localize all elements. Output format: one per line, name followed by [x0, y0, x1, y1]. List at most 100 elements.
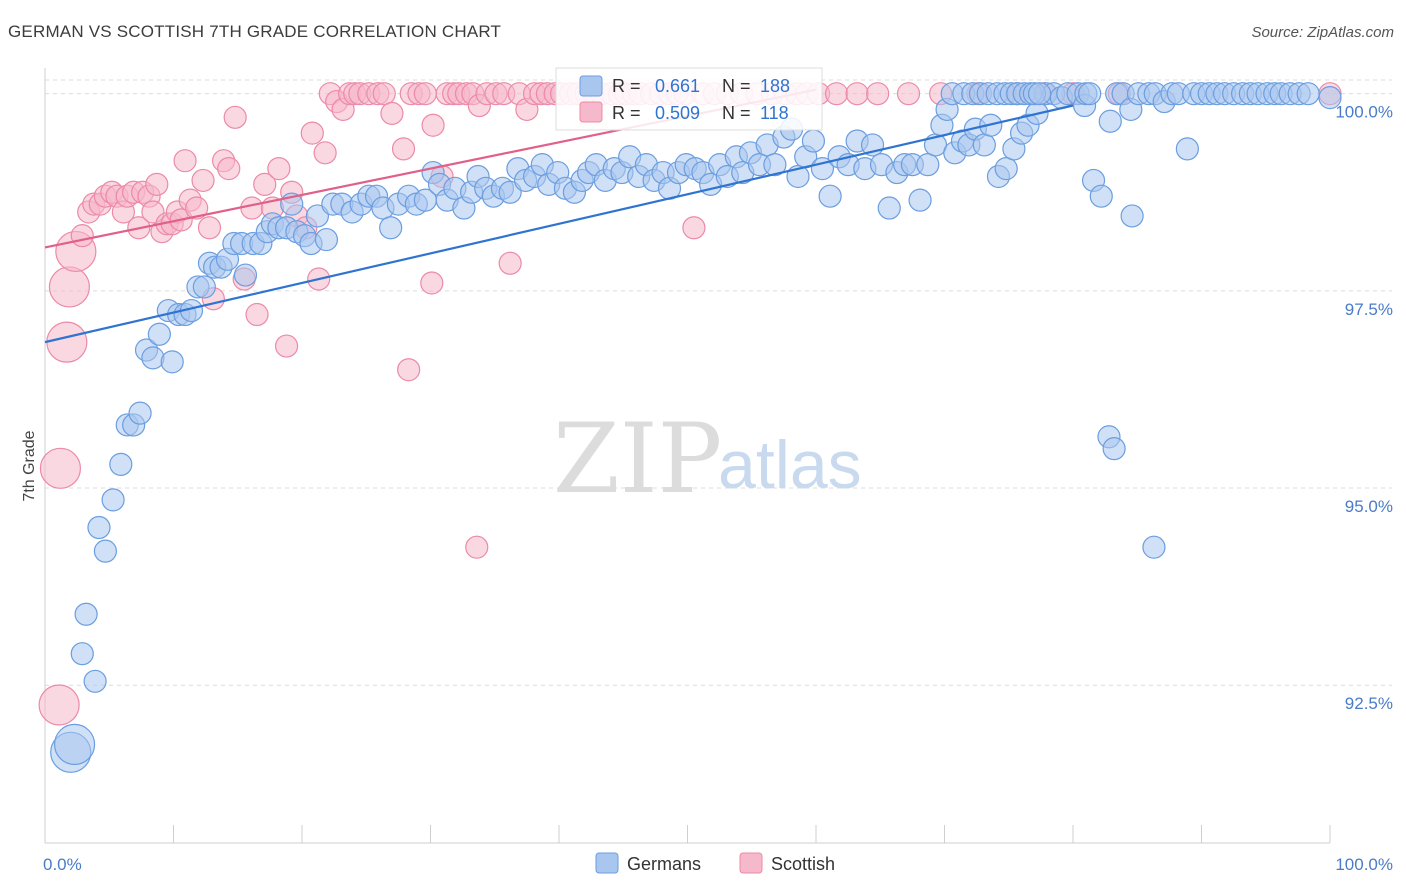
scottish-point	[372, 82, 396, 106]
scottish-r-label: R =	[612, 103, 641, 123]
german-point	[877, 196, 901, 220]
scottish-legend-label: Scottish	[771, 854, 835, 874]
german-point	[1102, 437, 1126, 461]
scottish-point	[267, 156, 291, 181]
scottish-point	[217, 156, 241, 181]
scottish-point	[845, 82, 869, 106]
scottish-point	[274, 334, 299, 358]
x-tick-label-max: 100.0%	[1335, 855, 1393, 874]
scottish-point	[313, 141, 337, 165]
german-point	[87, 515, 111, 540]
german-point	[1089, 184, 1113, 208]
german-point	[101, 488, 125, 512]
scottish-point	[420, 271, 444, 295]
scottish-point	[223, 105, 247, 129]
scottish-point	[145, 172, 169, 196]
german-point	[83, 669, 107, 693]
y-tick-label: 100.0%	[1335, 103, 1393, 122]
german-n-label: N =	[722, 76, 751, 96]
germans-legend-swatch	[595, 852, 619, 874]
german-point	[70, 642, 94, 666]
watermark-atlas: atlas	[718, 427, 862, 503]
german-point	[160, 350, 184, 374]
german-point	[810, 156, 835, 181]
german-point	[1318, 86, 1342, 110]
german-point	[93, 539, 117, 563]
series-legend: Germans Scottish	[595, 852, 835, 874]
german-point	[141, 346, 165, 370]
scottish-point	[380, 101, 404, 125]
german-point	[233, 263, 258, 287]
scottish-r-value: 0.509	[655, 103, 700, 123]
scottish-point	[300, 121, 324, 145]
german-point	[109, 452, 133, 476]
y-tick-labels: 92.5% 95.0% 97.5% 100.0%	[1335, 103, 1393, 714]
german-point	[818, 184, 842, 208]
scottish-point	[253, 172, 277, 196]
scottish-point	[465, 535, 489, 559]
german-point	[53, 723, 96, 766]
scottish-point	[245, 302, 269, 327]
scottish-point	[197, 216, 222, 240]
german-point	[498, 180, 522, 204]
scottish-point	[866, 82, 890, 106]
german-n-value: 188	[760, 76, 790, 96]
scottish-n-label: N =	[722, 103, 751, 123]
stats-legend: R = 0.661 N = 188 R = 0.509 N = 118	[555, 67, 823, 131]
source-label: Source: ZipAtlas.com	[1251, 24, 1394, 41]
german-point	[74, 602, 98, 626]
german-r-label: R =	[612, 76, 641, 96]
german-point	[1098, 109, 1122, 133]
german-point	[314, 227, 339, 252]
german-series	[50, 82, 1342, 773]
german-r-value: 0.661	[655, 76, 700, 96]
x-tick-label-min: 0.0%	[43, 855, 82, 874]
watermark-zip: ZIP	[553, 403, 722, 515]
scottish-point	[240, 196, 264, 220]
scottish-n-value: 118	[760, 103, 789, 123]
german-point	[908, 188, 932, 212]
german-point	[1120, 204, 1144, 228]
german-point	[1175, 137, 1199, 161]
scottish-point	[682, 216, 706, 240]
german-point	[801, 129, 826, 153]
scottish-point	[824, 82, 849, 106]
scottish-point	[70, 224, 94, 248]
german-point	[379, 216, 403, 240]
scottish-point	[413, 82, 437, 106]
german-point	[128, 401, 152, 425]
scottish-point	[191, 168, 215, 193]
german-point	[763, 153, 787, 177]
y-axis-title: 7th Grade	[21, 430, 38, 501]
german-point	[1142, 535, 1166, 559]
scottish-point	[46, 321, 88, 363]
y-tick-label: 97.5%	[1345, 300, 1393, 319]
scottish-legend-swatch	[579, 101, 603, 123]
scottish-point	[397, 358, 421, 382]
german-point	[1296, 82, 1320, 106]
german-point	[916, 153, 940, 177]
x-tick-labels: 0.0% 100.0%	[43, 855, 1393, 874]
scottish-point	[498, 251, 522, 275]
scottish-point	[896, 82, 921, 106]
scottish-legend-swatch-bottom	[739, 852, 763, 874]
german-point	[192, 275, 216, 299]
german-point	[147, 322, 171, 346]
y-tick-label: 92.5%	[1345, 694, 1393, 713]
germans-legend-label: Germans	[627, 854, 701, 874]
german-point	[1027, 82, 1052, 106]
german-point	[994, 156, 1018, 181]
scottish-point	[173, 149, 197, 173]
scottish-point	[185, 196, 209, 220]
chart-title: GERMAN VS SCOTTISH 7TH GRADE CORRELATION…	[8, 22, 502, 41]
german-point	[972, 133, 996, 157]
german-point	[305, 204, 330, 228]
scottish-point	[391, 137, 416, 161]
y-tick-label: 95.0%	[1345, 497, 1393, 516]
german-point	[1078, 82, 1102, 106]
scottish-point	[38, 684, 80, 726]
german-trend-line	[44, 104, 1074, 344]
scottish-point	[48, 266, 91, 308]
scottish-point	[421, 113, 445, 137]
